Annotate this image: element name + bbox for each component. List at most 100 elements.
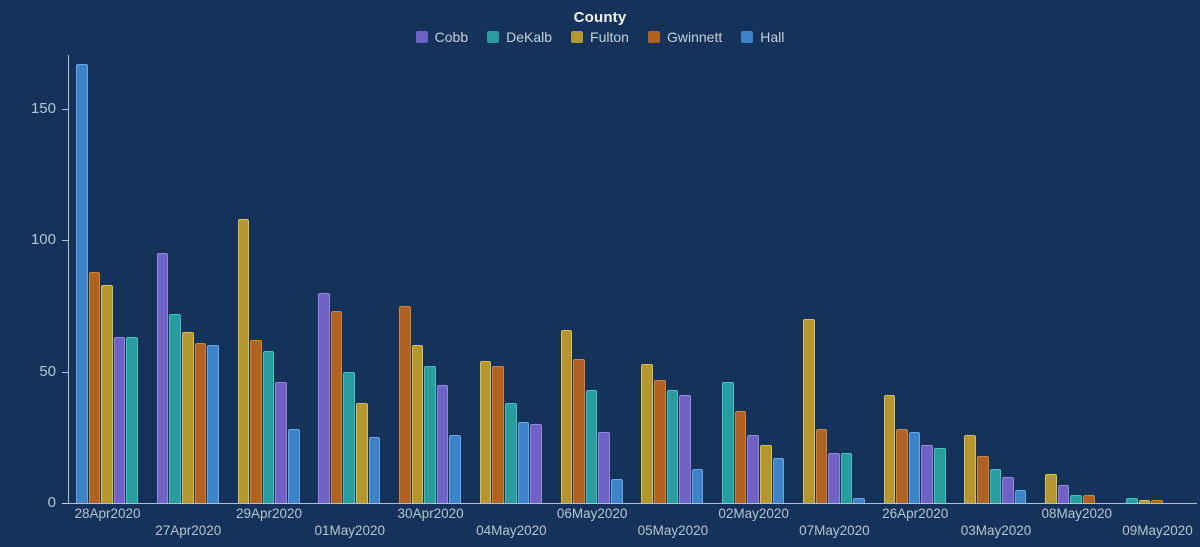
- bar-dekalb-01may2020[interactable]: [343, 372, 356, 503]
- bar-cobb-27apr2020[interactable]: [156, 253, 169, 503]
- bar-hall-28apr2020[interactable]: [76, 64, 88, 503]
- bar-gwinnett-30apr2020[interactable]: [399, 306, 411, 503]
- bar-gwinnett-08may2020[interactable]: [1083, 495, 1095, 503]
- y-tick-mark: [62, 240, 68, 242]
- legend-item-fulton[interactable]: Fulton: [571, 29, 629, 45]
- bar-gwinnett-28apr2020[interactable]: [88, 272, 101, 503]
- bar-fulton-01may2020[interactable]: [356, 403, 368, 503]
- bar-dekalb-27apr2020[interactable]: [169, 314, 181, 503]
- bar-group-05may2020: [641, 53, 704, 503]
- bar-gwinnett-06may2020[interactable]: [573, 359, 585, 503]
- bar-gwinnett-26apr2020[interactable]: [896, 429, 908, 503]
- bar-group-06may2020: [560, 53, 624, 503]
- bar-dekalb-02may2020[interactable]: [722, 382, 734, 503]
- bar-gwinnett-01may2020[interactable]: [330, 311, 343, 503]
- bar-hall-30apr2020[interactable]: [449, 435, 462, 503]
- bar-fulton-29apr2020[interactable]: [237, 219, 250, 503]
- bar-dekalb-05may2020[interactable]: [666, 390, 679, 503]
- bar-fulton-06may2020[interactable]: [560, 330, 573, 503]
- bar-cobb-04may2020[interactable]: [530, 424, 542, 503]
- x-axis-label-04may2020: 04May2020: [476, 523, 547, 538]
- bar-fulton-26apr2020[interactable]: [883, 395, 896, 503]
- bar-cobb-29apr2020[interactable]: [275, 382, 287, 503]
- x-axis-label-28apr2020: 28Apr2020: [74, 506, 141, 521]
- legend-item-gwinnett[interactable]: Gwinnett: [647, 29, 723, 45]
- bar-hall-03may2020[interactable]: [1014, 490, 1027, 503]
- bar-group-29apr2020: [237, 53, 301, 503]
- legend-item-hall[interactable]: Hall: [741, 29, 784, 45]
- bar-fulton-27apr2020[interactable]: [181, 332, 194, 503]
- bar-cobb-30apr2020[interactable]: [436, 385, 449, 503]
- bar-dekalb-04may2020[interactable]: [505, 403, 517, 503]
- bar-dekalb-08may2020[interactable]: [1070, 495, 1083, 503]
- bar-dekalb-09may2020[interactable]: [1126, 498, 1138, 503]
- bar-group-30apr2020: [399, 53, 462, 503]
- bar-dekalb-30apr2020[interactable]: [424, 366, 436, 503]
- bar-cobb-05may2020[interactable]: [679, 395, 691, 503]
- bar-hall-27apr2020[interactable]: [207, 345, 219, 503]
- bar-fulton-05may2020[interactable]: [641, 364, 653, 503]
- bar-cobb-26apr2020[interactable]: [921, 445, 934, 503]
- bar-fulton-28apr2020[interactable]: [101, 285, 113, 503]
- bar-cobb-01may2020[interactable]: [318, 293, 330, 503]
- bar-cobb-28apr2020[interactable]: [113, 337, 126, 503]
- bar-gwinnett-09may2020[interactable]: [1151, 500, 1163, 503]
- legend-swatch-fulton: [571, 31, 584, 43]
- legend: Cobb DeKalb Fulton Gwinnett Hall: [0, 29, 1200, 45]
- bar-fulton-02may2020[interactable]: [759, 445, 772, 503]
- bar-gwinnett-07may2020[interactable]: [815, 429, 828, 503]
- bar-gwinnett-03may2020[interactable]: [977, 456, 989, 503]
- bar-cobb-02may2020[interactable]: [747, 435, 759, 503]
- bar-fulton-08may2020[interactable]: [1045, 474, 1057, 503]
- x-axis-label-27apr2020: 27Apr2020: [155, 523, 222, 538]
- y-axis-line: [68, 55, 69, 504]
- bar-dekalb-26apr2020[interactable]: [934, 448, 946, 503]
- x-axis-label-02may2020: 02May2020: [718, 506, 789, 521]
- bar-group-01may2020: [318, 53, 381, 503]
- bar-hall-06may2020[interactable]: [610, 479, 623, 503]
- bar-fulton-07may2020[interactable]: [802, 319, 815, 503]
- y-tick-mark: [62, 503, 68, 504]
- bar-hall-01may2020[interactable]: [368, 437, 381, 503]
- legend-swatch-gwinnett: [647, 31, 660, 43]
- bar-hall-02may2020[interactable]: [772, 458, 785, 503]
- bar-gwinnett-02may2020[interactable]: [734, 411, 747, 503]
- bar-cobb-06may2020[interactable]: [598, 432, 610, 503]
- bar-fulton-30apr2020[interactable]: [411, 345, 424, 503]
- bar-gwinnett-04may2020[interactable]: [492, 366, 505, 503]
- bar-group-28apr2020: [76, 53, 139, 503]
- bar-dekalb-06may2020[interactable]: [585, 390, 598, 503]
- y-tick-label: 150: [30, 99, 56, 117]
- bar-hall-05may2020[interactable]: [691, 469, 704, 503]
- x-axis-label-30apr2020: 30Apr2020: [397, 506, 464, 521]
- bar-cobb-08may2020[interactable]: [1057, 485, 1070, 503]
- bar-hall-07may2020[interactable]: [853, 498, 865, 503]
- bar-gwinnett-27apr2020[interactable]: [194, 343, 207, 503]
- chart-title: County: [573, 9, 627, 26]
- bar-fulton-04may2020[interactable]: [479, 361, 492, 503]
- bar-cobb-03may2020[interactable]: [1002, 477, 1014, 503]
- bar-dekalb-03may2020[interactable]: [989, 469, 1002, 503]
- bar-cobb-07may2020[interactable]: [828, 453, 840, 503]
- bar-dekalb-07may2020[interactable]: [840, 453, 853, 503]
- bar-hall-04may2020[interactable]: [517, 422, 530, 503]
- bar-hall-26apr2020[interactable]: [908, 432, 921, 503]
- bar-gwinnett-29apr2020[interactable]: [250, 340, 262, 503]
- legend-swatch-cobb: [415, 31, 428, 43]
- bar-fulton-03may2020[interactable]: [964, 435, 977, 503]
- bar-fulton-09may2020[interactable]: [1138, 500, 1151, 503]
- legend-item-cobb[interactable]: Cobb: [415, 29, 469, 45]
- legend-label: Cobb: [434, 29, 469, 45]
- bar-group-04may2020: [479, 53, 543, 503]
- bar-gwinnett-05may2020[interactable]: [653, 380, 666, 503]
- bar-hall-29apr2020[interactable]: [287, 429, 300, 503]
- bar-dekalb-28apr2020[interactable]: [126, 337, 138, 503]
- legend-label: Gwinnett: [666, 29, 723, 45]
- legend-item-dekalb[interactable]: DeKalb: [487, 29, 552, 45]
- x-axis-label-29apr2020: 29Apr2020: [236, 506, 303, 521]
- legend-label: DeKalb: [506, 29, 553, 45]
- y-tick-label: 50: [39, 362, 56, 380]
- bar-dekalb-29apr2020[interactable]: [262, 351, 275, 503]
- y-tick-label: 100: [30, 231, 56, 249]
